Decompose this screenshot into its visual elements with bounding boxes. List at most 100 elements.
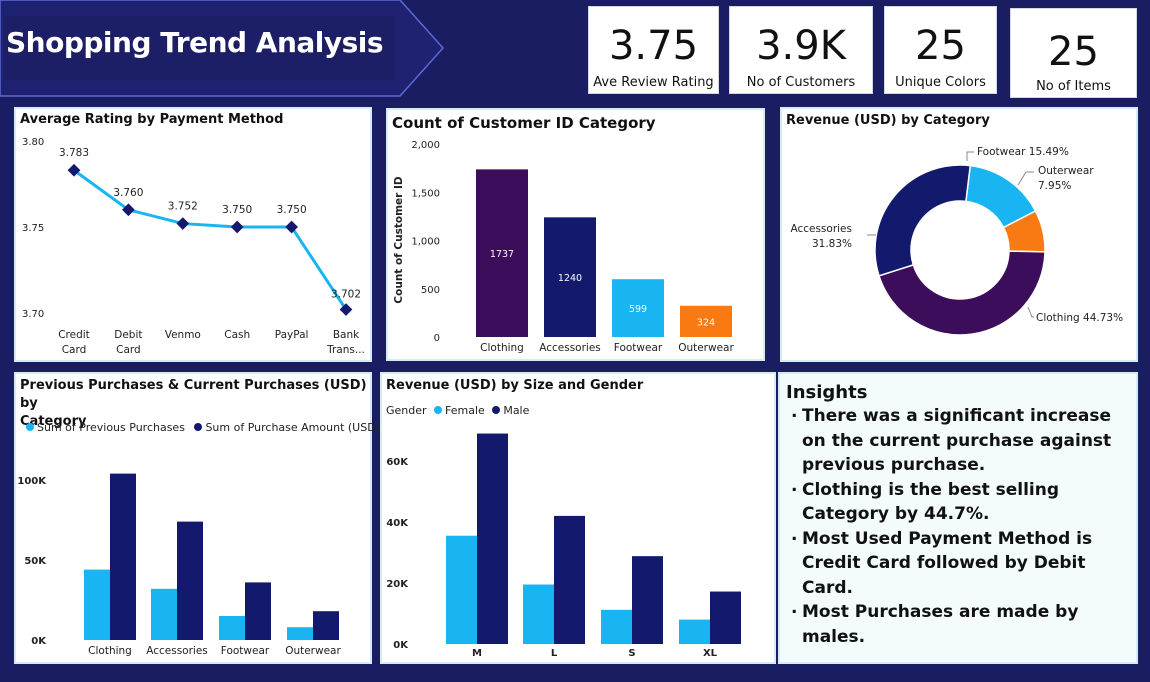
insights-title: Insights xyxy=(786,382,868,403)
pie-slice xyxy=(874,164,972,277)
x-tick-label: Accessories xyxy=(146,645,208,657)
bar xyxy=(523,584,554,644)
insights-list: There was a significant increase on the … xyxy=(788,400,1136,649)
bar xyxy=(680,305,732,337)
bar xyxy=(612,279,664,337)
page-title: Shopping Trend Analysis xyxy=(6,26,384,59)
legend-item[interactable]: Sum of Purchase Amount (USD) xyxy=(194,421,380,434)
panel-avg-rating: Average Rating by Payment Method 3.80 3.7… xyxy=(14,107,372,362)
insight-item: There was a significant increase on the … xyxy=(788,400,1136,478)
bar xyxy=(151,588,177,640)
kpi-value: 25 xyxy=(915,23,966,69)
chart-title: Revenue (USD) by Category xyxy=(786,113,990,128)
slice-label: Footwear 15.49% xyxy=(977,146,1069,158)
x-tick-label: Outerwear xyxy=(285,645,341,657)
data-label: 1737 xyxy=(490,249,514,260)
y-tick-label: 40K xyxy=(386,518,409,529)
x-tick-label: XL xyxy=(703,648,718,659)
data-label: 1240 xyxy=(558,273,582,284)
donut-chart: Footwear 15.49% Outerwear 7.95% Accessories… xyxy=(790,146,1123,336)
kpi-value: 25 xyxy=(1048,29,1099,75)
legend-title: Gender xyxy=(386,404,427,417)
kpi-card-unique-colors: 25 Unique Colors xyxy=(884,6,997,94)
y-tick-label: 1,500 xyxy=(411,188,440,199)
data-point xyxy=(122,203,135,217)
bar xyxy=(554,515,585,644)
y-tick-label: 2,000 xyxy=(411,140,440,151)
data-label: 3.760 xyxy=(113,187,143,199)
legend-item[interactable]: Female xyxy=(434,404,485,417)
legend-label: Sum of Purchase Amount (USD) xyxy=(205,421,380,434)
series-line xyxy=(73,169,348,311)
legend-item[interactable]: Male xyxy=(492,404,529,417)
legend-dot xyxy=(434,406,443,414)
data-label: 324 xyxy=(697,317,715,328)
chart-title-line: Previous Purchases & Current Purchases (… xyxy=(20,378,367,411)
y-tick-label: 0K xyxy=(31,636,47,647)
kpi-label: No of Items xyxy=(1036,79,1111,94)
bar xyxy=(110,473,136,640)
bar xyxy=(446,535,477,644)
x-tick-label: PayPal xyxy=(275,329,309,341)
bar xyxy=(287,627,313,640)
x-tick-label: Credit xyxy=(58,329,90,341)
legend-item[interactable]: Sum of Previous Purchases xyxy=(26,421,185,434)
legend-label: Sum of Previous Purchases xyxy=(37,421,185,434)
y-tick-label: 60K xyxy=(386,457,409,468)
chart-title-line: Category xyxy=(20,414,87,429)
kpi-card-items: 25 No of Items xyxy=(1010,8,1137,98)
bar xyxy=(544,217,596,337)
kpi-value: 3.75 xyxy=(608,23,699,69)
kpi-value: 3.9K xyxy=(756,23,846,69)
insight-item: Most Purchases are made by males. xyxy=(788,596,1136,649)
data-label: 3.702 xyxy=(331,289,361,301)
bar xyxy=(219,616,245,640)
y-tick-label: 1,000 xyxy=(411,237,440,248)
y-tick-label: 0 xyxy=(434,333,440,344)
data-point xyxy=(285,220,298,234)
chart-title: Count of Customer ID Category xyxy=(392,114,656,132)
slice-label: 7.95% xyxy=(1038,180,1071,192)
x-tick-label: Debit xyxy=(114,329,142,341)
data-point xyxy=(230,220,244,234)
bar xyxy=(601,609,632,644)
title-banner: Shopping Trend Analysis xyxy=(0,0,445,98)
kpi-label: No of Customers xyxy=(746,75,856,90)
x-tick-label: Venmo xyxy=(165,329,201,341)
x-tick-label: Card xyxy=(116,344,141,356)
insight-item: Clothing is the best selling Category by… xyxy=(788,474,1136,527)
x-tick-label: Footwear xyxy=(221,645,270,657)
bar xyxy=(84,569,110,640)
bar xyxy=(245,582,271,640)
kpi-label: Unique Colors xyxy=(895,75,986,90)
y-axis-label: Count of Customer ID xyxy=(393,176,405,303)
y-tick-label: 100K xyxy=(17,476,47,487)
bar xyxy=(710,591,741,644)
slice-label: Outerwear xyxy=(1038,165,1094,177)
x-tick-label: L xyxy=(551,648,558,659)
y-tick-label: 3.70 xyxy=(22,309,44,320)
kpi-label: Ave Review Rating xyxy=(593,75,714,90)
data-label: 599 xyxy=(629,304,647,315)
bar xyxy=(632,556,663,644)
grouped-bar-chart: 100K 50K 0K Clothing Accessories Footwear Oute… xyxy=(17,473,341,657)
bar-chart: 2,000 1,500 1,000 500 0 Count of Customer ID 1… xyxy=(393,140,734,354)
y-tick-label: 3.80 xyxy=(22,137,44,148)
legend-dot xyxy=(26,423,34,431)
x-tick-label: Bank xyxy=(333,329,360,341)
leader-line xyxy=(1017,171,1034,186)
x-tick-label: Outerwear xyxy=(678,342,734,354)
x-tick-label: Footwear xyxy=(614,342,663,354)
x-tick-label: Accessories xyxy=(539,342,601,354)
panel-revenue-category: Revenue (USD) by Category Footwear 15.49… xyxy=(780,107,1138,362)
bar xyxy=(679,619,710,644)
x-tick-label: Trans... xyxy=(326,344,365,356)
y-tick-label: 3.75 xyxy=(22,223,44,234)
leader-line xyxy=(1027,306,1034,318)
grouped-bar-chart: 60K 40K 20K 0K M L S XL xyxy=(386,433,741,659)
x-tick-label: Clothing xyxy=(88,645,132,657)
pie-slice xyxy=(878,250,1046,336)
y-tick-label: 20K xyxy=(386,579,409,590)
bar xyxy=(313,611,339,640)
panel-purchases-by-category: Previous Purchases & Current Purchases (… xyxy=(14,372,380,664)
